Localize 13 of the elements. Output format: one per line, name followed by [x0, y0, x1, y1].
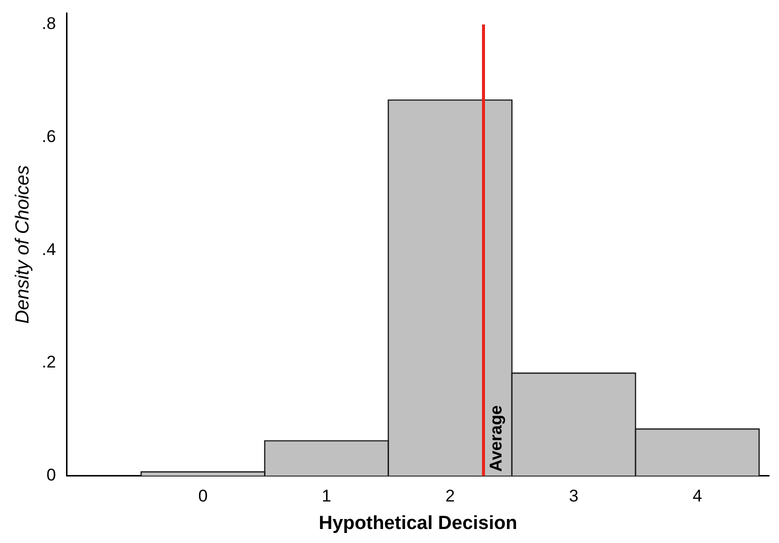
- y-axis-title: Density of Choices: [12, 164, 34, 324]
- y-tick-label: .8: [42, 14, 56, 34]
- y-tick-label: 0: [46, 465, 56, 484]
- ref-line-label: Average: [486, 405, 506, 472]
- y-tick-label: .2: [42, 352, 56, 372]
- x-tick-label: 4: [692, 486, 702, 506]
- x-tick-label: 0: [198, 486, 208, 506]
- x-axis-title: Hypothetical Decision: [318, 512, 518, 534]
- y-tick-label: .6: [42, 127, 56, 146]
- x-tick-label: 1: [322, 486, 332, 506]
- x-tick-label: 2: [445, 486, 455, 506]
- y-tick-label: .4: [42, 240, 56, 259]
- x-tick-label: 3: [568, 486, 578, 506]
